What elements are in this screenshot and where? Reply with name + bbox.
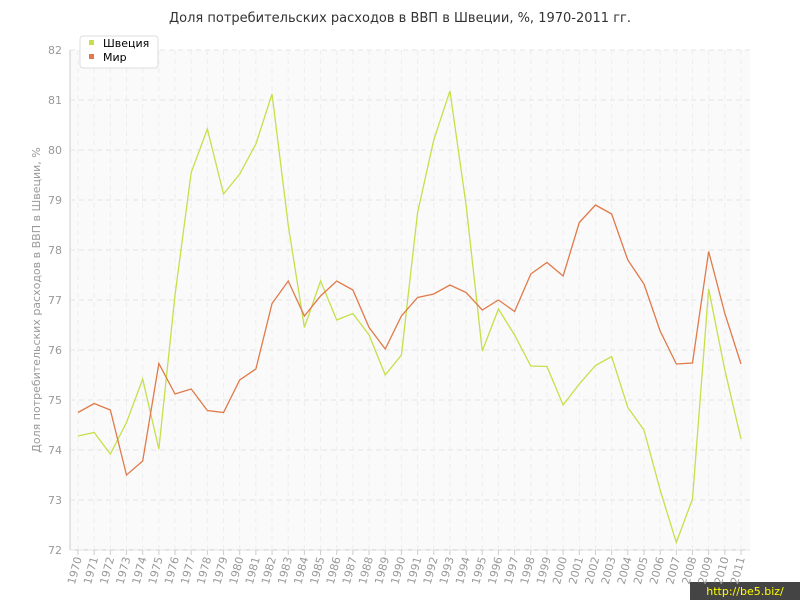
- y-axis-label: Доля потребительских расходов в ВВП в Шв…: [30, 147, 43, 452]
- y-tick-label: 77: [48, 294, 62, 307]
- y-tick-label: 72: [48, 544, 62, 557]
- legend-swatch: [89, 40, 94, 45]
- plot-area: [70, 50, 750, 550]
- series-line: [77, 204, 742, 477]
- legend-label: Швеция: [103, 37, 149, 50]
- watermark: http://be5.biz/: [706, 585, 784, 598]
- y-tick-label: 81: [48, 94, 62, 107]
- y-tick-label: 79: [48, 194, 62, 207]
- series-line: [77, 90, 742, 545]
- y-tick-label: 82: [48, 44, 62, 57]
- y-tick-label: 78: [48, 244, 62, 257]
- y-tick-label: 73: [48, 494, 62, 507]
- legend-swatch: [89, 54, 94, 59]
- legend-box: [79, 35, 159, 69]
- y-tick-label: 74: [48, 444, 62, 457]
- y-tick-label: 80: [48, 144, 62, 157]
- chart-title: Доля потребительских расходов в ВВП в Шв…: [169, 11, 631, 26]
- y-tick-label: 75: [48, 394, 62, 407]
- watermark-bg: [690, 582, 800, 600]
- y-tick-label: 76: [48, 344, 62, 357]
- legend-label: Мир: [103, 51, 127, 64]
